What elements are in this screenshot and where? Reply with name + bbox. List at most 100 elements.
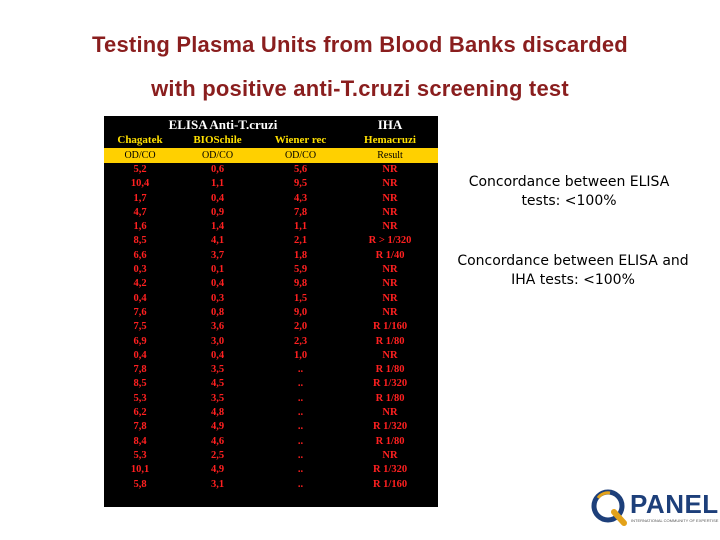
table-cell: 9,8 bbox=[293, 278, 308, 290]
column-header-hemacruzi: Hemacruzi bbox=[364, 134, 416, 146]
table-cell: R 1/160 bbox=[372, 478, 408, 490]
table-cell: 5,8 bbox=[133, 478, 147, 490]
slide-title-line-1: Testing Plasma Units from Blood Banks di… bbox=[92, 32, 628, 57]
units-row: OD/CO OD/CO OD/CO Result bbox=[104, 148, 438, 163]
table-cell: .. bbox=[297, 478, 304, 490]
table-row: 8,5 4,1 2,1 R > 1/320 bbox=[104, 234, 438, 248]
table-cell: R 1/160 bbox=[372, 321, 408, 333]
slide-title-line-2: with positive anti-T.cruzi screening tes… bbox=[151, 76, 569, 101]
table-row: 4,2 0,4 9,8 NR bbox=[104, 277, 438, 291]
table-cell: R 1/40 bbox=[375, 249, 405, 261]
table-cell: 5,2 bbox=[133, 164, 147, 175]
table-cell: 0,6 bbox=[210, 164, 225, 175]
table-cell: NR bbox=[382, 407, 398, 419]
table-cell: 4,8 bbox=[210, 407, 225, 419]
table-row: 10,1 4,9.. R 1/320 bbox=[104, 463, 438, 477]
table-row: 8,4 4,6.. R 1/80 bbox=[104, 435, 438, 449]
table-cell: 0,4 bbox=[210, 192, 225, 204]
table-cell: .. bbox=[297, 364, 304, 376]
unit-cell: Result bbox=[342, 148, 438, 163]
table-cell: 6,6 bbox=[133, 249, 147, 261]
table-cell: .. bbox=[297, 407, 304, 419]
table-cell: 0,3 bbox=[133, 264, 147, 276]
unit-cell: OD/CO bbox=[104, 148, 176, 163]
table-cell: R 1/80 bbox=[375, 392, 405, 404]
column-header-bioschile: BIOSchile bbox=[193, 134, 242, 146]
table-row: 6,2 4,8.. NR bbox=[104, 406, 438, 420]
table-cell: 5,9 bbox=[293, 264, 308, 276]
results-table: ELISA Anti-T.cruzi IHA Chagatek BIOSchil… bbox=[104, 116, 438, 492]
table-cell: 8,5 bbox=[133, 378, 147, 390]
table-cell: 4,1 bbox=[210, 235, 225, 247]
table-cell: 1,4 bbox=[210, 221, 225, 233]
table-row: 4,7 0,9 7,8 NR bbox=[104, 206, 438, 220]
table-cell: 0,3 bbox=[210, 292, 225, 304]
table-cell: 2,3 bbox=[293, 335, 308, 347]
table-cell: NR bbox=[382, 192, 398, 204]
table-cell: 5,3 bbox=[133, 449, 147, 461]
table-cell: 7,6 bbox=[133, 306, 147, 318]
table-row: 5,2 0,6 5,6 NR bbox=[104, 163, 438, 177]
group-header-row: ELISA Anti-T.cruzi IHA bbox=[104, 116, 438, 133]
table-cell: 0,4 bbox=[133, 292, 147, 304]
table-cell: R 1/320 bbox=[372, 378, 408, 390]
table-cell: 2,1 bbox=[293, 235, 308, 247]
table-cell: 8,4 bbox=[133, 435, 147, 447]
table-cell: 7,8 bbox=[133, 364, 147, 376]
table-row: 8,5 4,5.. R 1/320 bbox=[104, 377, 438, 391]
table-row: 1,7 0,4 4,3 NR bbox=[104, 192, 438, 206]
table-cell: 0,4 bbox=[210, 278, 225, 290]
table-cell: NR bbox=[382, 349, 398, 361]
table-cell: R 1/80 bbox=[375, 435, 405, 447]
table-cell: .. bbox=[297, 392, 304, 404]
table-cell: 4,9 bbox=[210, 464, 225, 476]
table-cell: 1,0 bbox=[293, 349, 308, 361]
group-header-elisa: ELISA Anti-T.cruzi bbox=[168, 117, 278, 132]
table-row: 5,8 3,1.. R 1/160 bbox=[104, 478, 438, 492]
table-row: 6,9 3,0 2,3 R 1/80 bbox=[104, 335, 438, 349]
table-cell: NR bbox=[382, 206, 398, 218]
table-cell: 6,2 bbox=[133, 407, 147, 419]
panel-logo-tagline: INTERNATIONAL COMMUNITY OF EXPERTISE bbox=[631, 518, 719, 523]
table-cell: NR bbox=[382, 264, 398, 276]
concordance-note-elisa-iha: Concordance between ELISA and IHA tests:… bbox=[457, 253, 689, 288]
column-header-chagatek: Chagatek bbox=[117, 134, 163, 146]
table-cell: NR bbox=[382, 278, 398, 290]
table-row: 7,8 4,9.. R 1/320 bbox=[104, 420, 438, 434]
table-cell: 3,1 bbox=[210, 478, 225, 490]
group-header-iha: IHA bbox=[377, 117, 403, 132]
table-cell: .. bbox=[297, 421, 304, 433]
table-row: 0,3 0,1 5,9 NR bbox=[104, 263, 438, 277]
results-table-container: ELISA Anti-T.cruzi IHA Chagatek BIOSchil… bbox=[104, 116, 438, 507]
table-cell: NR bbox=[382, 178, 398, 190]
table-row: 6,6 3,7 1,8 R 1/40 bbox=[104, 249, 438, 263]
table-cell: 1,1 bbox=[210, 178, 225, 190]
table-cell: NR bbox=[382, 221, 398, 233]
table-cell: 4,5 bbox=[210, 378, 225, 390]
table-cell: R 1/320 bbox=[372, 421, 408, 433]
panel-logo-icon bbox=[591, 489, 627, 526]
table-cell: 1,1 bbox=[293, 221, 308, 233]
column-header-wiener: Wiener rec bbox=[274, 134, 327, 146]
table-cell: 7,5 bbox=[133, 321, 147, 333]
table-cell: 3,0 bbox=[210, 335, 225, 347]
table-cell: 1,5 bbox=[293, 292, 308, 304]
table-cell: 2,0 bbox=[293, 321, 308, 333]
table-cell: 10,4 bbox=[130, 178, 150, 190]
table-cell: 8,5 bbox=[133, 235, 147, 247]
table-cell: 10,1 bbox=[130, 464, 150, 476]
table-row: 0,4 0,4 1,0 NR bbox=[104, 349, 438, 363]
table-cell: 0,1 bbox=[210, 264, 225, 276]
table-cell: NR bbox=[382, 164, 398, 175]
column-header-row: Chagatek BIOSchile Wiener rec Hemacruzi bbox=[104, 133, 438, 148]
table-row: 0,4 0,3 1,5 NR bbox=[104, 292, 438, 306]
table-cell: 9,5 bbox=[293, 178, 308, 190]
table-cell: .. bbox=[297, 464, 304, 476]
table-cell: NR bbox=[382, 292, 398, 304]
table-cell: 1,6 bbox=[133, 221, 147, 233]
table-cell: NR bbox=[382, 306, 398, 318]
table-cell: .. bbox=[297, 449, 304, 461]
table-cell: 4,9 bbox=[210, 421, 225, 433]
table-cell: 3,7 bbox=[210, 249, 225, 261]
table-cell: 4,3 bbox=[293, 192, 308, 204]
